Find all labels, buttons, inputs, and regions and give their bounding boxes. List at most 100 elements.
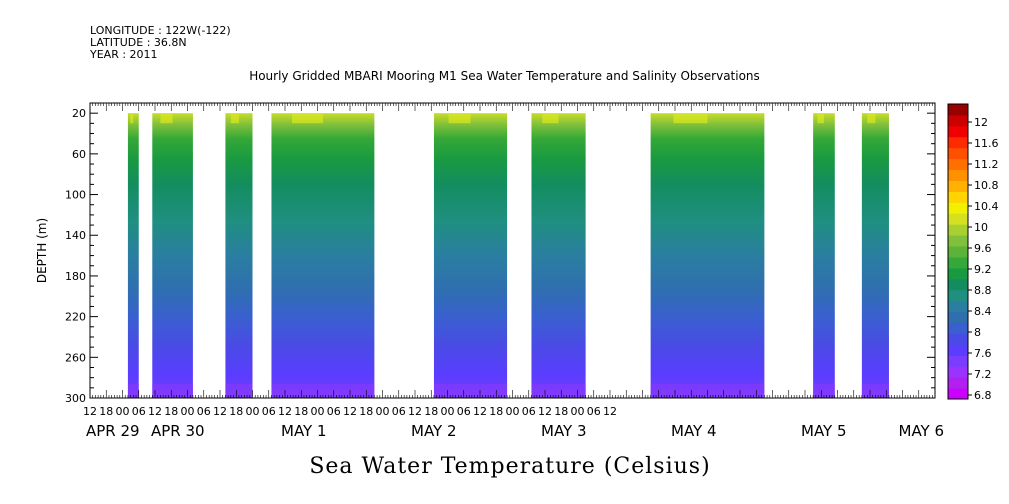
warm-patch: [817, 113, 824, 124]
x-tick-label: 00: [376, 405, 390, 418]
colorbar-swatch: [948, 147, 968, 160]
data-block: [127, 113, 139, 398]
data-block: [271, 113, 375, 398]
x-day-label: APR 30: [151, 422, 205, 440]
longitude-label: LONGITUDE : 122W(-122): [90, 24, 231, 37]
x-day-label: MAY 4: [671, 422, 717, 440]
x-tick-label: 12: [473, 405, 487, 418]
colorbar-label: 10: [974, 221, 988, 234]
colorbar-swatch: [948, 224, 968, 236]
colorbar-label: 10.8: [974, 179, 999, 192]
x-tick-label: 00: [181, 405, 195, 418]
colorbar-swatch: [948, 344, 968, 356]
warm-patch: [542, 113, 559, 124]
x-tick-label: 00: [116, 405, 130, 418]
x-tick-label: 12: [538, 405, 552, 418]
x-day-label: MAY 6: [899, 422, 945, 440]
colorbar-swatch: [948, 289, 968, 302]
x-tick-label: 18: [164, 405, 178, 418]
colorbar-swatch: [948, 180, 968, 192]
x-day-label: MAY 1: [281, 422, 327, 440]
colorbar-swatch: [948, 104, 968, 116]
colorbar-label: 11.2: [974, 158, 999, 171]
x-tick-label: 06: [132, 405, 146, 418]
x-tick-label: 12: [83, 405, 97, 418]
colorbar-swatch: [948, 191, 968, 203]
x-tick-label: 12: [408, 405, 422, 418]
y-tick-label: 300: [65, 392, 86, 405]
x-tick-label: 18: [229, 405, 243, 418]
warm-patch: [673, 113, 708, 124]
x-tick-label: 18: [489, 405, 503, 418]
colorbar-label: 6.8: [974, 389, 992, 402]
warm-patch: [292, 113, 323, 124]
x-tick-label: 00: [571, 405, 585, 418]
warm-patch: [160, 113, 173, 124]
variable-label: Sea Water Temperature (Celsius): [309, 454, 711, 479]
x-tick-label: 18: [554, 405, 568, 418]
x-tick-label: 06: [392, 405, 406, 418]
data-block: [225, 113, 253, 398]
y-tick-label: 60: [72, 148, 86, 161]
colorbar-swatch: [948, 388, 968, 400]
x-tick-label: 06: [587, 405, 601, 418]
x-day-label: MAY 3: [541, 422, 587, 440]
data-block-fill: [531, 113, 586, 398]
cold-patch: [127, 384, 139, 398]
colorbar-swatch: [948, 169, 968, 181]
colorbar-label: 10.4: [974, 200, 999, 213]
x-tick-label: 18: [359, 405, 373, 418]
year-label: YEAR : 2011: [90, 48, 158, 61]
x-tick-label: 18: [294, 405, 308, 418]
x-tick-label: 06: [522, 405, 536, 418]
y-tick-label: 140: [65, 229, 86, 242]
data-block-fill: [271, 113, 375, 398]
data-block: [650, 113, 765, 398]
warm-patch: [867, 113, 876, 124]
colorbar-label: 11.6: [974, 137, 999, 150]
colorbar-label: 12: [974, 116, 988, 129]
y-axis-label: DEPTH (m): [35, 218, 49, 283]
colorbar-swatch: [948, 267, 968, 280]
colorbar-swatch: [948, 114, 968, 127]
data-block-fill: [127, 113, 139, 398]
x-tick-label: 12: [213, 405, 227, 418]
colorbar-label: 7.6: [974, 347, 992, 360]
colorbar-swatch: [948, 278, 968, 291]
x-tick-label: 00: [246, 405, 260, 418]
colorbar-swatch: [948, 300, 968, 313]
x-tick-label: 00: [311, 405, 325, 418]
x-tick-label: 12: [278, 405, 292, 418]
x-tick-label: 00: [441, 405, 455, 418]
data-block-fill: [813, 113, 835, 398]
data-block-fill: [861, 113, 889, 398]
colorbar-label: 8: [974, 326, 981, 339]
x-day-label: MAY 5: [801, 422, 847, 440]
x-tick-label: 06: [457, 405, 471, 418]
colorbar-label: 8.8: [974, 284, 992, 297]
colorbar-swatch: [948, 213, 968, 225]
warm-patch: [448, 113, 471, 124]
y-tick-label: 100: [65, 189, 86, 202]
x-tick-label: 06: [262, 405, 276, 418]
colorbar-swatch: [948, 256, 968, 269]
x-day-label: MAY 2: [411, 422, 457, 440]
colorbar-swatch: [948, 136, 968, 149]
colorbar-label: 8.4: [974, 305, 992, 318]
x-tick-label: 18: [424, 405, 438, 418]
data-block-fill: [152, 113, 193, 398]
colorbar-label: 7.2: [974, 368, 992, 381]
x-tick-label: 06: [327, 405, 341, 418]
plot-frame: [89, 102, 936, 399]
x-day-label: APR 29: [86, 422, 140, 440]
data-block: [531, 113, 586, 398]
colorbar-swatch: [948, 235, 968, 247]
data-block: [813, 113, 835, 398]
colorbar-label: 9.2: [974, 263, 992, 276]
latitude-label: LATITUDE : 36.8N: [90, 36, 187, 49]
cold-patch: [152, 384, 193, 398]
x-tick-label: 12: [603, 405, 617, 418]
data-block: [433, 113, 508, 398]
